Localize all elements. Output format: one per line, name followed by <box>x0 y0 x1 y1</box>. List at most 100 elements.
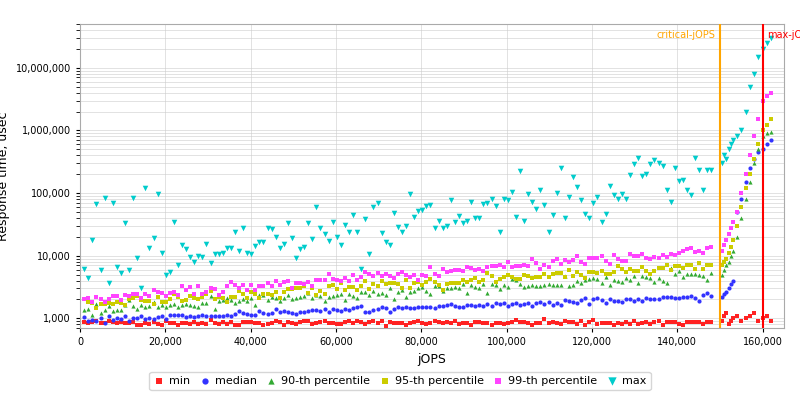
min <box>595 320 608 327</box>
90-th percentile <box>102 303 115 310</box>
99-th percentile <box>200 288 213 295</box>
median <box>334 308 347 314</box>
95-th percentile <box>599 270 612 277</box>
median <box>338 306 351 313</box>
median <box>257 310 270 316</box>
median <box>603 296 616 302</box>
95-th percentile <box>245 289 258 295</box>
95-th percentile <box>445 280 458 286</box>
max <box>225 245 238 252</box>
95-th percentile <box>155 299 168 305</box>
90-th percentile <box>245 295 258 301</box>
90-th percentile <box>640 274 653 280</box>
max <box>718 152 730 158</box>
max <box>167 219 180 226</box>
median <box>278 308 290 315</box>
99-th percentile <box>114 296 127 303</box>
median <box>86 317 99 324</box>
90-th percentile <box>636 273 649 279</box>
min <box>632 320 645 327</box>
max <box>171 262 184 268</box>
99-th percentile <box>122 293 135 300</box>
max <box>318 231 331 238</box>
90-th percentile <box>514 281 526 287</box>
99-th percentile <box>334 278 347 285</box>
90-th percentile <box>457 281 470 288</box>
median <box>697 292 710 299</box>
min <box>611 320 624 326</box>
99-th percentile <box>282 278 294 285</box>
95-th percentile <box>724 243 737 250</box>
95-th percentile <box>221 298 234 305</box>
99-th percentile <box>302 278 314 285</box>
95-th percentile <box>465 277 478 284</box>
95-th percentile <box>253 295 266 301</box>
Y-axis label: Response time, usec: Response time, usec <box>0 111 10 241</box>
max <box>379 239 392 245</box>
min <box>290 320 302 327</box>
99-th percentile <box>261 280 274 286</box>
95-th percentile <box>163 296 176 302</box>
median <box>701 290 714 297</box>
90-th percentile <box>167 300 180 307</box>
90-th percentile <box>681 271 694 277</box>
95-th percentile <box>359 278 372 284</box>
min <box>550 320 563 326</box>
99-th percentile <box>526 256 538 262</box>
95-th percentile <box>591 269 604 276</box>
95-th percentile <box>615 266 628 272</box>
90-th percentile <box>765 129 778 135</box>
median <box>286 310 298 316</box>
max <box>554 165 567 171</box>
min <box>726 315 739 322</box>
max <box>180 245 193 252</box>
99-th percentile <box>562 259 575 266</box>
min <box>453 320 466 327</box>
max <box>664 199 677 206</box>
max <box>607 192 620 198</box>
90-th percentile <box>257 292 270 298</box>
95-th percentile <box>518 272 530 278</box>
median <box>253 307 266 314</box>
median <box>241 311 254 317</box>
90-th percentile <box>355 289 368 296</box>
max <box>131 255 144 261</box>
90-th percentile <box>546 282 559 288</box>
max <box>550 190 563 196</box>
min <box>664 319 677 326</box>
median <box>82 317 94 324</box>
99-th percentile <box>326 276 339 282</box>
median <box>498 300 510 307</box>
90-th percentile <box>449 284 462 290</box>
min <box>159 318 172 324</box>
min <box>94 320 107 326</box>
median <box>587 296 600 302</box>
90-th percentile <box>685 270 698 277</box>
95-th percentile <box>334 280 347 286</box>
99-th percentile <box>542 264 555 270</box>
95-th percentile <box>705 262 718 268</box>
95-th percentile <box>379 281 392 287</box>
median <box>669 295 682 301</box>
median <box>449 303 462 309</box>
90-th percentile <box>221 294 234 301</box>
90-th percentile <box>383 285 396 291</box>
90-th percentile <box>656 278 669 285</box>
max <box>574 197 587 203</box>
max <box>748 71 761 77</box>
95-th percentile <box>530 274 542 280</box>
99-th percentile <box>126 291 139 298</box>
min <box>318 318 331 324</box>
90-th percentile <box>274 298 286 304</box>
95-th percentile <box>648 268 661 274</box>
min <box>229 322 242 328</box>
median <box>611 298 624 304</box>
95-th percentile <box>266 292 278 298</box>
median <box>640 295 653 301</box>
median <box>652 296 665 302</box>
95-th percentile <box>233 288 246 294</box>
min <box>180 319 193 326</box>
99-th percentile <box>420 272 433 279</box>
max <box>652 160 665 166</box>
min <box>748 310 761 316</box>
